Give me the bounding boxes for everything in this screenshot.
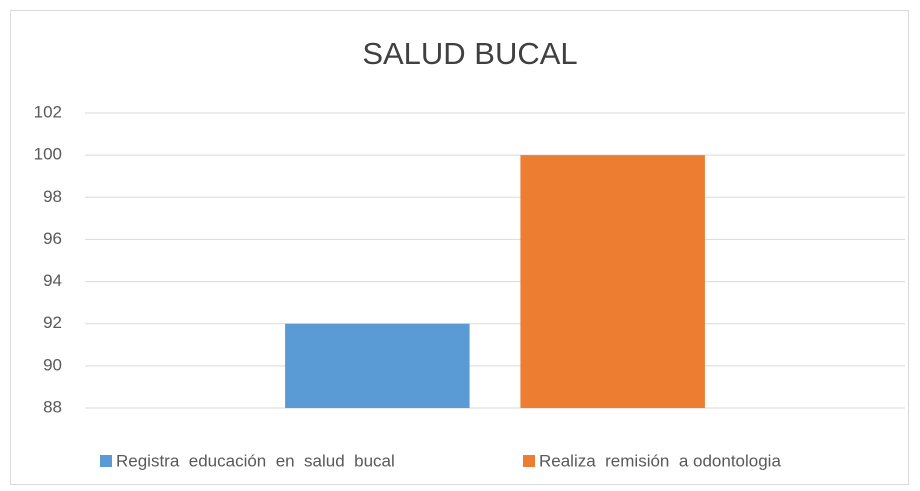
y-tick-label: 88 [43, 397, 62, 416]
y-tick-label: 92 [43, 313, 62, 332]
legend-label: Realiza remisión a odontologia [539, 451, 781, 470]
y-tick-label: 100 [34, 145, 62, 164]
y-tick-label: 102 [34, 102, 62, 121]
bar [285, 323, 470, 408]
chart-border [10, 10, 909, 485]
y-tick-label: 90 [43, 355, 62, 374]
y-tick-label: 96 [43, 229, 62, 248]
legend-swatch [100, 455, 112, 467]
legend-label: Registra educación en salud bucal [116, 451, 395, 470]
y-tick-label: 94 [43, 271, 62, 290]
legend-swatch [523, 455, 535, 467]
chart-title: SALUD BUCAL [362, 36, 577, 71]
bar [520, 155, 705, 408]
y-tick-label: 98 [43, 187, 62, 206]
